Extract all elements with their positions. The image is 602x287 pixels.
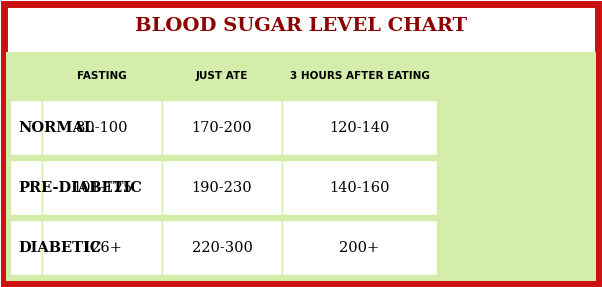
Text: 3 HOURS AFTER EATING: 3 HOURS AFTER EATING [290, 71, 429, 81]
Text: NORMAL: NORMAL [18, 121, 94, 135]
Bar [162, 100, 282, 155]
Bar [162, 160, 282, 215]
Bar [42, 160, 162, 215]
Bar [282, 220, 437, 275]
Text: PRE-DIABETIC: PRE-DIABETIC [18, 181, 142, 195]
Bar [282, 160, 437, 215]
Text: DIABETIC: DIABETIC [18, 241, 101, 255]
Text: 170-200: 170-200 [191, 121, 252, 135]
Bar [42, 100, 162, 155]
Bar [10, 100, 42, 155]
Bar [10, 160, 42, 215]
Bar [282, 100, 437, 155]
Text: 200+: 200+ [340, 241, 380, 255]
Text: BLOOD SUGAR LEVEL CHART: BLOOD SUGAR LEVEL CHART [135, 17, 467, 35]
Text: 220-300: 220-300 [191, 241, 252, 255]
Text: 140-160: 140-160 [329, 181, 389, 195]
Text: 80-100: 80-100 [76, 121, 128, 135]
Bar [42, 220, 162, 275]
Text: 126+: 126+ [82, 241, 122, 255]
Text: JUST ATE: JUST ATE [196, 71, 248, 81]
Text: FASTING: FASTING [77, 71, 127, 81]
Text: 101-125: 101-125 [72, 181, 132, 195]
Bar [162, 220, 282, 275]
Text: 120-140: 120-140 [329, 121, 389, 135]
Bar [10, 220, 42, 275]
Text: 190-230: 190-230 [191, 181, 252, 195]
Bar [6, 52, 596, 281]
